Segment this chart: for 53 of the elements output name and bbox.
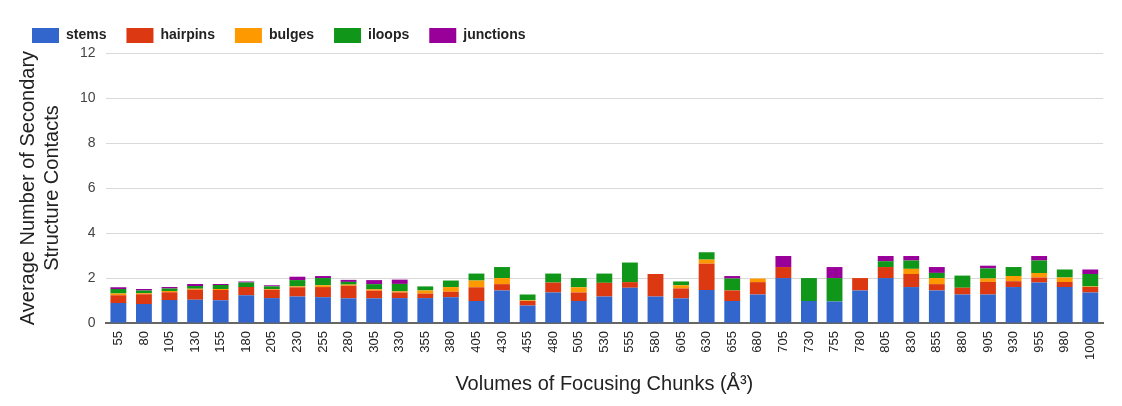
legend-label: hairpins [160, 26, 216, 43]
x-tick-label: 930 [1005, 331, 1021, 353]
legend-label: junctions [462, 26, 526, 43]
x-tick-label: 305 [365, 331, 381, 353]
x-tick-label: 880 [953, 331, 969, 353]
x-tick-label: 255 [314, 331, 330, 353]
x-tick-label: 105 [161, 331, 177, 353]
x-tick-label: 630 [698, 331, 714, 353]
x-tick-label: 55 [109, 331, 125, 346]
x-tick-label: 455 [519, 331, 535, 353]
x-tick-label: 780 [851, 331, 867, 353]
x-tick-label: 530 [595, 331, 611, 353]
x-axis-title: Volumes of Focusing Chunks (Å³) [455, 371, 754, 394]
legend-label: stems [66, 26, 107, 43]
legend-label: bulges [268, 26, 315, 43]
x-tick-label: 855 [928, 331, 944, 353]
x-tick-label: 680 [749, 331, 765, 353]
x-tick-label: 380 [442, 331, 458, 353]
x-tick-label: 555 [621, 331, 637, 353]
legend-label: iloops [368, 26, 410, 43]
y-tick-label: 10 [79, 88, 96, 105]
y-tick-label: 8 [87, 133, 96, 150]
x-tick-label: 355 [416, 331, 432, 353]
x-tick-label: 830 [902, 331, 918, 353]
x-tick-label: 330 [391, 331, 407, 353]
x-tick-label: 730 [800, 331, 816, 353]
x-tick-label: 180 [237, 331, 253, 353]
x-tick-label: 980 [1056, 331, 1072, 353]
x-tick-label: 155 [212, 331, 228, 353]
x-tick-label: 230 [288, 331, 304, 353]
x-tick-label: 430 [493, 331, 509, 353]
x-tick-label: 805 [877, 331, 893, 353]
x-tick-label: 705 [774, 331, 790, 353]
y-tick-label: 2 [87, 268, 96, 285]
x-tick-label: 580 [647, 331, 663, 353]
y-axis-title: Average Number of Secondary Structure Contacts [15, 50, 62, 326]
y-tick-label: 0 [87, 313, 96, 330]
y-tick-label: 6 [87, 178, 96, 195]
x-tick-label: 130 [186, 331, 202, 353]
x-tick-label: 80 [135, 331, 151, 346]
x-tick-label: 955 [1030, 331, 1046, 353]
x-tick-label: 205 [263, 331, 279, 353]
x-tick-label: 655 [723, 331, 739, 353]
x-tick-label: 605 [672, 331, 688, 353]
x-tick-label: 480 [544, 331, 560, 353]
y-tick-label: 4 [87, 223, 96, 240]
x-tick-label: 280 [340, 331, 356, 353]
x-tick-label: 1000 [1081, 331, 1097, 360]
x-tick-label: 405 [468, 331, 484, 353]
x-tick-label: 905 [979, 331, 995, 353]
y-tick-label: 12 [79, 43, 96, 60]
x-tick-label: 755 [826, 331, 842, 353]
x-tick-label: 505 [570, 331, 586, 353]
